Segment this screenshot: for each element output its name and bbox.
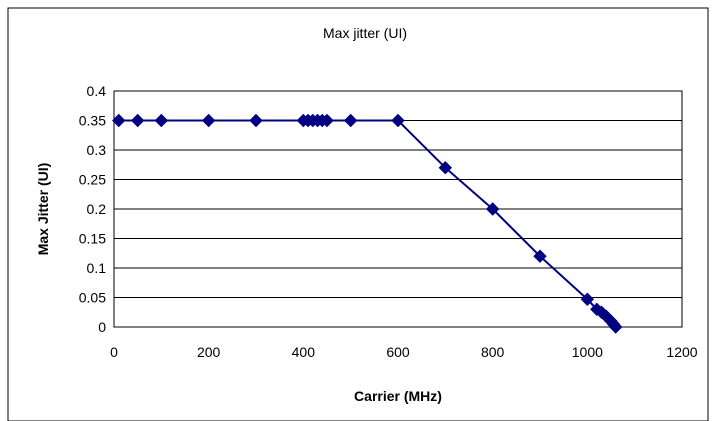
y-tick-labels: 0 0.05 0.1 0.15 0.2 0.25 0.3 0.35 0.4 <box>79 83 106 335</box>
y-tick-label: 0.25 <box>79 172 106 188</box>
data-point-marker <box>391 113 405 128</box>
y-tick-label: 0.15 <box>79 231 106 247</box>
data-point-marker <box>485 202 500 216</box>
data-point-marker <box>130 113 145 128</box>
data-point-marker <box>533 249 547 263</box>
y-axis-title: Max Jitter (UI) <box>35 163 51 256</box>
data-series <box>112 113 623 334</box>
chart-border <box>7 7 709 421</box>
x-tick-labels: 0 200 400 600 800 1000 1200 <box>110 344 698 360</box>
data-point-marker <box>580 292 595 306</box>
y-tick-label: 0 <box>98 319 106 335</box>
data-point-marker <box>609 320 623 334</box>
x-axis-title: Carrier (MHz) <box>354 388 442 404</box>
x-tick-label: 0 <box>110 344 118 360</box>
y-tick-label: 0.2 <box>87 201 107 217</box>
data-point-marker <box>320 113 334 128</box>
data-point-marker <box>343 113 358 128</box>
x-tick-label: 200 <box>197 344 221 360</box>
x-tick-label: 400 <box>292 344 316 360</box>
data-point-marker <box>201 113 216 128</box>
y-tick-label: 0.1 <box>87 260 107 276</box>
y-tick-label: 0.3 <box>87 142 107 158</box>
data-point-marker <box>154 113 169 128</box>
y-tick-label: 0.05 <box>79 290 106 306</box>
data-point-marker <box>112 113 126 128</box>
y-tick-label: 0.4 <box>87 83 107 99</box>
x-tick-label: 1200 <box>666 344 697 360</box>
y-tick-label: 0.35 <box>79 113 106 129</box>
chart-title: Max jitter (UI) <box>323 25 407 41</box>
data-point-marker <box>249 113 263 128</box>
x-tick-label: 600 <box>386 344 410 360</box>
data-point-marker <box>438 160 453 175</box>
x-tick-label: 800 <box>481 344 505 360</box>
x-tick-label: 1000 <box>572 344 603 360</box>
plot-area-border <box>113 90 683 328</box>
